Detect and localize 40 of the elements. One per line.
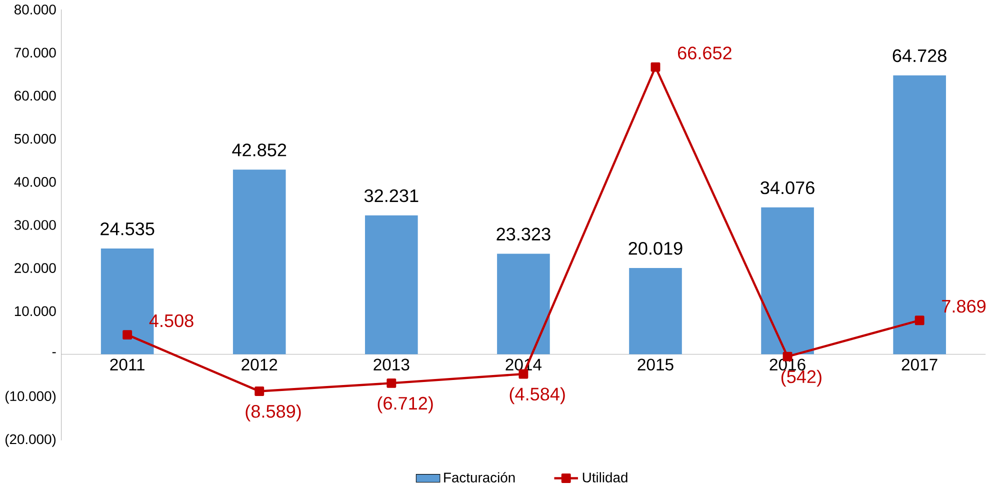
point [650,62,660,72]
y-tick-label: (10.000) [6,390,56,404]
y-tick-label: - [52,352,56,354]
x-tick-label: 2017 [902,358,938,370]
bar [629,268,682,354]
point [254,386,264,396]
data-label: 24.535 [100,222,154,236]
data-label: 66.652 [678,46,732,60]
data-label: (542) [781,370,822,387]
data-label: (8.589) [246,404,301,422]
bar [761,207,814,354]
y-tick-label: (20.000) [6,434,56,447]
y-tick-label: 50.000 [14,134,56,144]
data-label: 42.852 [232,144,286,156]
y-tick-label: 70.000 [14,48,56,58]
legend-label: Utilidad [582,472,628,482]
data-label: (4.584) [510,387,565,404]
point [386,378,396,388]
point [122,330,132,340]
data-label: 23.323 [496,228,550,241]
x-tick-label: 2012 [242,358,278,370]
bar [497,254,550,354]
x-tick-label: 2015 [638,358,674,370]
y-tick-label: 30.000 [14,220,56,230]
bar [365,215,418,354]
x-tick-label: 2011 [110,358,144,370]
legend-label: Facturación [444,472,515,482]
bar [232,170,286,354]
y-tick-label: 20.000 [14,263,56,273]
y-tick-label: 60.000 [14,90,56,101]
data-label: (6.712) [378,396,433,414]
data-label: 34.076 [760,181,814,194]
x-tick-label: 2013 [374,358,410,370]
point [914,316,924,326]
data-label: 32.231 [364,189,418,202]
y-tick-label: 10.000 [14,306,56,316]
data-label: 64.728 [892,49,946,62]
data-label: 20.019 [628,242,682,255]
y-tick-label: 40.000 [14,176,56,187]
y-tick-label: 80.000 [14,4,56,14]
